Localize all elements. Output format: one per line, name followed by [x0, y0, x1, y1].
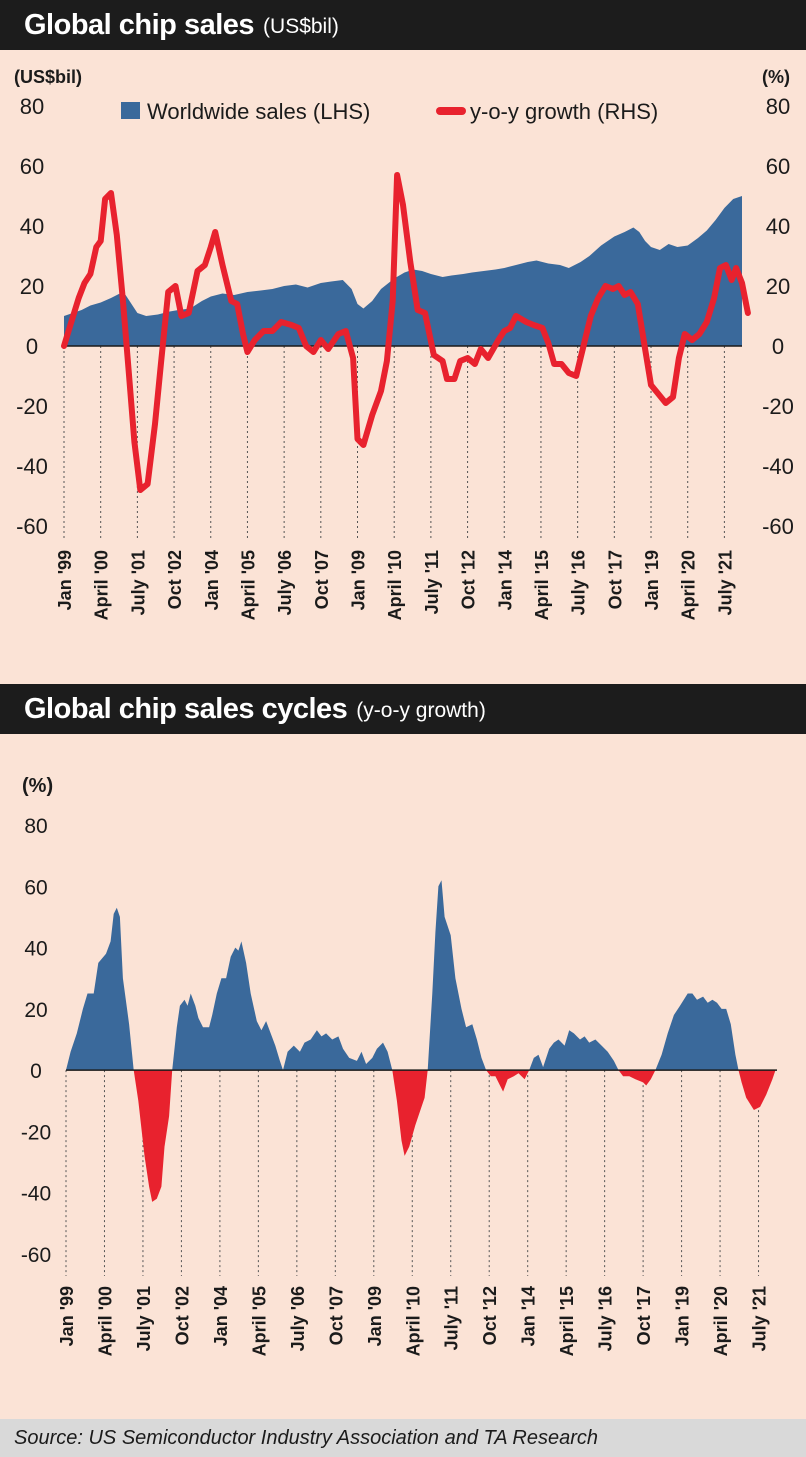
chart2-x-axis: Jan '99 April '00 July '01 Oct '02 Jan '04 Ap…: [57, 1286, 770, 1356]
chart1-x-tick-label: July '01: [128, 550, 148, 615]
growth-area-positive: [655, 993, 739, 1071]
chart1-y-tick-left: -20: [16, 394, 48, 419]
chart1-y-tick-right: -40: [762, 454, 794, 479]
chart2-x-tick-label: Jan '99: [57, 1286, 77, 1346]
growth-area-negative: [618, 1070, 656, 1086]
growth-area-positive: [529, 1030, 619, 1071]
chart2-y-tick: -40: [21, 1183, 51, 1206]
chart1-title: Global chip sales: [24, 8, 255, 41]
chart1-x-tick-label: Jan '04: [202, 550, 222, 610]
chart1-x-tick-label: Jan '09: [349, 550, 369, 610]
chart1-y-tick-right: 80: [766, 94, 790, 119]
growth-area-negative: [392, 1070, 428, 1156]
sales-area: [64, 196, 742, 346]
chart2-title: Global chip sales cycles: [24, 692, 348, 725]
chart1-left-axis: 80 60 40 20 0 -20 -40 -60: [16, 94, 48, 539]
chart1-subtitle: (US$bil): [263, 14, 339, 38]
chart2-x-tick-label: Oct '02: [172, 1286, 192, 1345]
chart2-y-tick: 0: [30, 1060, 42, 1083]
chart1-x-tick-label: Oct '02: [165, 550, 185, 609]
legend-swatch-sales: [121, 102, 140, 119]
chart2-x-tick-label: April '15: [557, 1286, 577, 1356]
chart1-y-tick-left: 40: [20, 214, 44, 239]
chart1-left-axis-unit: (US$bil): [14, 67, 82, 87]
chart1-y-tick-right: -20: [762, 394, 794, 419]
legend-label-growth: y-o-y growth (RHS): [470, 99, 658, 124]
chart2-y-tick: 20: [24, 999, 47, 1022]
chart2-axis-unit: (%): [22, 775, 53, 797]
chart2-y-tick: 80: [24, 815, 47, 838]
chart2-growth-areas: [66, 880, 776, 1202]
chart1-titlebar: Global chip sales (US$bil): [0, 0, 806, 50]
chart1-x-tick-label: Oct '12: [459, 550, 479, 609]
chart1-legend: Worldwide sales (LHS) y-o-y growth (RHS): [121, 99, 658, 124]
chart2-x-tick-label: Oct '12: [480, 1286, 500, 1345]
growth-area-positive: [66, 907, 134, 1071]
growth-area-negative: [133, 1070, 173, 1202]
chart1-x-axis: Jan '99 April '00 July '01 Oct '02 Jan '04 Ap…: [55, 550, 735, 620]
chart2-tick-lines: [65, 1070, 760, 1276]
chart1-y-tick-left: -40: [16, 454, 48, 479]
chart2-x-tick-label: Oct '17: [634, 1286, 654, 1345]
chart1-y-tick-right: 0: [772, 334, 784, 359]
chart2-x-tick-label: April '20: [711, 1286, 731, 1356]
chart2-subtitle: (y-o-y growth): [356, 698, 486, 722]
chart1-y-tick-left: -60: [16, 514, 48, 539]
chart2-x-tick-label: July '01: [134, 1286, 154, 1351]
chart2-x-tick-label: July '06: [288, 1286, 308, 1351]
chart1-plot: (US$bil) (%) Worldwide sales (LHS) y-o-y…: [14, 67, 794, 620]
chart2-x-tick-label: July '11: [442, 1286, 462, 1350]
growth-area-positive: [427, 880, 487, 1071]
source-note: Source: US Semiconductor Industry Associ…: [0, 1419, 806, 1457]
chart2-x-tick-label: Oct '07: [326, 1286, 346, 1345]
chart2-y-tick: -20: [21, 1121, 51, 1144]
chart1-x-tick-label: April '05: [238, 550, 258, 620]
growth-area-negative: [486, 1070, 530, 1092]
chart1-y-tick-left: 80: [20, 94, 44, 119]
chart1-right-axis-unit: (%): [762, 67, 790, 87]
chart2-x-tick-label: April '05: [249, 1286, 269, 1356]
chart2-y-tick: -60: [21, 1244, 51, 1267]
chart1-x-tick-label: Jan '99: [55, 550, 75, 610]
chart1-y-tick-right: 60: [766, 154, 790, 179]
chart1-y-tick-right: 20: [766, 274, 790, 299]
chart2-x-tick-label: July '21: [750, 1286, 770, 1351]
chart1-x-tick-label: April '20: [679, 550, 699, 620]
chart1-right-axis: 80 60 40 20 0 -20 -40 -60: [762, 94, 794, 539]
chart1-tick-lines: [63, 346, 725, 540]
chart1-y-tick-right: 40: [766, 214, 790, 239]
growth-area-positive: [283, 1030, 393, 1071]
chart2-x-tick-label: Jan '09: [365, 1286, 385, 1346]
chart1-x-tick-label: July '06: [275, 550, 295, 615]
chart1-x-tick-label: Jan '14: [495, 550, 515, 610]
chart2-x-tick-label: July '16: [596, 1286, 616, 1351]
chart1-x-tick-label: Oct '07: [312, 550, 332, 609]
chart2-x-tick-label: Jan '14: [519, 1286, 539, 1346]
chart2-y-axis: 80 60 40 20 0 -20 -40 -60: [21, 815, 51, 1267]
chart1-y-tick-right: -60: [762, 514, 794, 539]
chart2-x-tick-label: April '10: [403, 1286, 423, 1356]
chart1-x-tick-label: Oct '17: [605, 550, 625, 609]
growth-area-positive: [172, 941, 283, 1071]
chart1-y-tick-left: 0: [26, 334, 38, 359]
chart2-x-tick-label: April '00: [95, 1286, 115, 1356]
chart1-x-tick-label: July '16: [569, 550, 589, 615]
chart2-titlebar: Global chip sales cycles (y-o-y growth): [0, 684, 806, 734]
legend-label-sales: Worldwide sales (LHS): [147, 99, 370, 124]
chart2-y-tick: 40: [24, 938, 47, 961]
chart1-x-tick-label: July '21: [715, 550, 735, 615]
chart1-x-tick-label: April '10: [385, 550, 405, 620]
growth-area-negative: [738, 1070, 776, 1110]
chart1-x-tick-label: Jan '19: [642, 550, 662, 610]
chart1-y-tick-left: 20: [20, 274, 44, 299]
chart1-x-tick-label: April '15: [532, 550, 552, 620]
chart1-y-tick-left: 60: [20, 154, 44, 179]
chart1-x-tick-label: April '00: [92, 550, 112, 620]
growth-line: [61, 172, 751, 493]
chart2-x-tick-label: Jan '19: [673, 1286, 693, 1346]
chart2-y-tick: 60: [24, 876, 47, 899]
chart1-x-tick-label: July '11: [422, 550, 442, 614]
chart2-x-tick-label: Jan '04: [211, 1286, 231, 1346]
